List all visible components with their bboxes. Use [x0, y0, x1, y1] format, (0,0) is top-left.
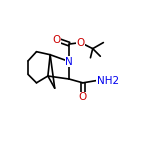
Text: O: O [52, 35, 60, 45]
Text: N: N [65, 57, 73, 67]
Text: O: O [79, 92, 87, 102]
Text: NH2: NH2 [97, 76, 119, 86]
Text: O: O [76, 38, 85, 48]
